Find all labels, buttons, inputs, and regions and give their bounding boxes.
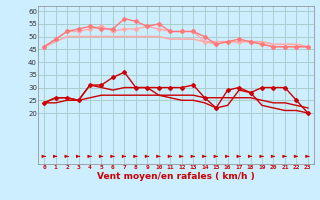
X-axis label: Vent moyen/en rafales ( km/h ): Vent moyen/en rafales ( km/h ) [97,172,255,181]
